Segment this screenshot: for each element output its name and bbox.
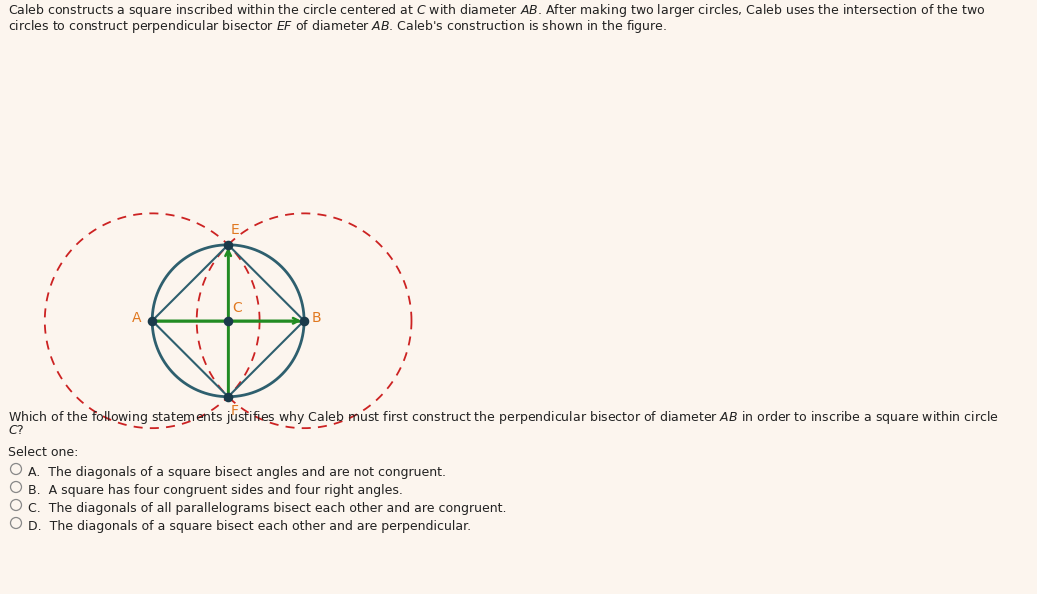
Text: E: E (230, 223, 240, 237)
Text: circles to construct perpendicular bisector $EF$ of diameter $AB$. Caleb's const: circles to construct perpendicular bisec… (8, 18, 667, 35)
Text: A.  The diagonals of a square bisect angles and are not congruent.: A. The diagonals of a square bisect angl… (28, 466, 446, 479)
Text: B: B (312, 311, 321, 326)
Text: Which of the following statements justifies why Caleb must first construct the p: Which of the following statements justif… (8, 409, 999, 426)
Point (220, 392, 236, 402)
Text: C.  The diagonals of all parallelograms bisect each other and are congruent.: C. The diagonals of all parallelograms b… (28, 502, 506, 515)
Text: D.  The diagonals of a square bisect each other and are perpendicular.: D. The diagonals of a square bisect each… (28, 520, 471, 533)
Text: B.  A square has four congruent sides and four right angles.: B. A square has four congruent sides and… (28, 484, 403, 497)
Text: A: A (132, 311, 142, 326)
Text: Select one:: Select one: (8, 446, 79, 459)
Text: Caleb constructs a square inscribed within the circle centered at $C$ with diame: Caleb constructs a square inscribed with… (8, 2, 985, 19)
Point (220, 316, 236, 326)
Text: C: C (232, 301, 243, 315)
Point (144, 316, 161, 326)
Text: $C$?: $C$? (8, 424, 25, 437)
Point (296, 316, 312, 326)
Text: F: F (230, 405, 239, 418)
Point (220, 240, 236, 249)
